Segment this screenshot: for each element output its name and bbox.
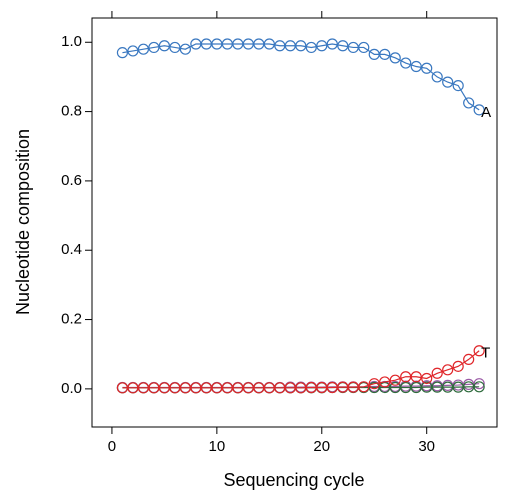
y-tick-label: 0.6 [61, 172, 82, 189]
point [169, 41, 181, 54]
point [337, 40, 349, 52]
point [442, 364, 454, 376]
point [127, 45, 139, 57]
series-label: A [481, 104, 491, 121]
point [137, 43, 150, 55]
y-tick-label: 0.8 [61, 103, 82, 120]
point [463, 353, 475, 366]
point [431, 71, 443, 83]
point [389, 374, 401, 386]
point [116, 47, 129, 59]
y-axis-label: Nucleotide composition [13, 129, 33, 315]
point [295, 40, 307, 52]
series-label: T [481, 345, 490, 362]
x-axis-label: Sequencing cycle [223, 470, 364, 490]
series-line [122, 350, 480, 389]
point [463, 97, 475, 109]
point [368, 378, 380, 390]
y-tick-label: 1.0 [61, 33, 82, 50]
point [358, 41, 370, 54]
point [473, 345, 485, 357]
series-line [122, 43, 480, 111]
point [410, 60, 422, 73]
point [473, 104, 485, 116]
point [473, 378, 485, 390]
point [473, 381, 485, 393]
point [316, 40, 328, 52]
point [358, 381, 370, 393]
point [421, 62, 433, 74]
point [431, 367, 443, 379]
point [452, 79, 464, 92]
point [158, 40, 170, 52]
x-tick-label: 0 [108, 438, 116, 455]
x-tick-label: 30 [418, 438, 435, 455]
point [263, 38, 275, 50]
plot-frame [91, 17, 498, 428]
y-tick-label: 0.4 [61, 241, 82, 258]
point [389, 52, 401, 64]
point [179, 43, 191, 55]
point [421, 372, 433, 385]
point [410, 371, 422, 383]
x-tick-label: 10 [209, 438, 226, 455]
point [400, 57, 412, 69]
y-tick-label: 0.0 [61, 380, 82, 397]
point [305, 41, 317, 54]
point [452, 360, 464, 372]
y-tick-label: 0.2 [61, 311, 82, 328]
x-tick-label: 20 [313, 438, 330, 455]
point [379, 48, 391, 60]
point [148, 41, 160, 54]
point [379, 376, 391, 388]
point [326, 38, 338, 50]
point [442, 76, 454, 88]
